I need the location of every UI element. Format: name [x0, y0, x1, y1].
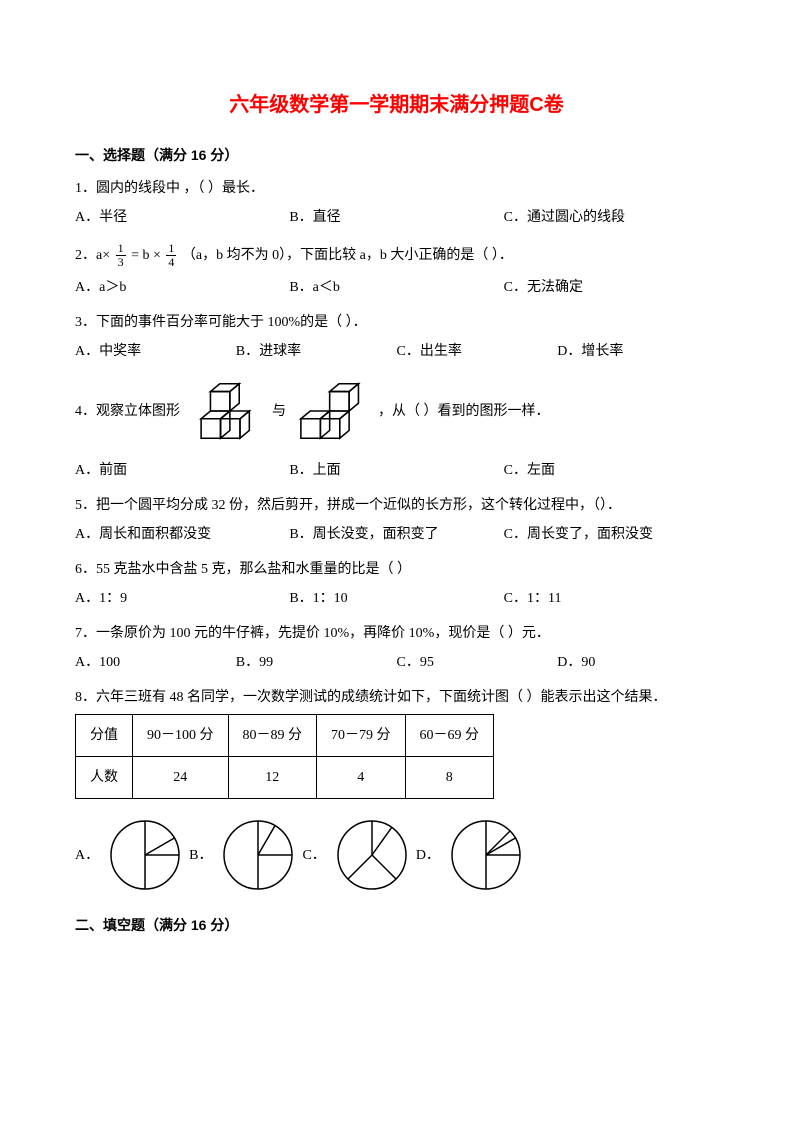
q7-opt-d: D．90	[557, 652, 718, 673]
q8-opt-c-label: C．	[302, 845, 325, 866]
q5-opt-a: A．周长和面积都没变	[75, 524, 289, 545]
table-row: 人数 24 12 4 8	[76, 757, 494, 799]
q3-opt-b: B．进球率	[236, 341, 397, 362]
q2-opt-c: C．无法确定	[504, 277, 718, 298]
q4-opt-a: A．前面	[75, 460, 289, 481]
q4-options: A．前面 B．上面 C．左面	[75, 460, 718, 481]
q2-mid: = b ×	[131, 248, 161, 263]
cube-figure-a	[186, 376, 266, 446]
q3-opt-d: D．增长率	[557, 341, 718, 362]
q4-opt-b: B．上面	[289, 460, 503, 481]
q8-options: A． B． C． D．	[75, 815, 718, 895]
q6-opt-c: C．1：11	[504, 588, 718, 609]
q1-opt-a: A．半径	[75, 207, 289, 228]
frac-den: 3	[116, 256, 126, 269]
question-7: 7．一条原价为 100 元的牛仔裤，先提价 10%，再降价 10%，现价是（ ）…	[75, 623, 718, 673]
question-8: 8．六年三班有 48 名同学，一次数学测试的成绩统计如下，下面统计图（ ）能表示…	[75, 687, 718, 895]
q6-options: A．1：9 B．1：10 C．1：11	[75, 588, 718, 609]
q6-opt-a: A．1：9	[75, 588, 289, 609]
pie-chart-a	[105, 815, 185, 895]
question-4: 4．观察立体图形 与	[75, 376, 718, 481]
q5-opt-c: C．周长变了，面积没变	[504, 524, 718, 545]
question-2: 2．a× 1 3 = b × 1 4 （a，b 均不为 0），下面比较 a，b …	[75, 242, 718, 298]
q2-opt-a: A．a＞b	[75, 277, 289, 298]
q7-opt-a: A．100	[75, 652, 236, 673]
frac-den: 4	[166, 256, 176, 269]
q5-text: 5．把一个圆平均分成 32 份，然后剪开，拼成一个近似的长方形，这个转化过程中，…	[75, 495, 718, 516]
section-2-head: 二、填空题（满分 16 分）	[75, 915, 718, 936]
th-col: 60－69 分	[405, 715, 494, 757]
q2-options: A．a＞b B．a＜b C．无法确定	[75, 277, 718, 298]
question-3: 3．下面的事件百分率可能大于 100%的是（ ）． A．中奖率 B．进球率 C．…	[75, 312, 718, 362]
q8-opt-a-label: A．	[75, 845, 99, 866]
pie-chart-d	[446, 815, 526, 895]
q1-opt-c: C．通过圆心的线段	[504, 207, 718, 228]
question-6: 6．55 克盐水中含盐 5 克，那么盐和水重量的比是（ ） A．1：9 B．1：…	[75, 559, 718, 609]
frac-num: 1	[116, 242, 126, 256]
q6-opt-b: B．1：10	[289, 588, 503, 609]
q5-opt-b: B．周长没变，面积变了	[289, 524, 503, 545]
frac-num: 1	[166, 242, 176, 256]
q1-options: A．半径 B．直径 C．通过圆心的线段	[75, 207, 718, 228]
q3-options: A．中奖率 B．进球率 C．出生率 D．增长率	[75, 341, 718, 362]
q5-options: A．周长和面积都没变 B．周长没变，面积变了 C．周长变了，面积没变	[75, 524, 718, 545]
q3-text: 3．下面的事件百分率可能大于 100%的是（ ）．	[75, 312, 718, 333]
fraction-1-3: 1 3	[116, 242, 126, 269]
q7-options: A．100 B．99 C．95 D．90	[75, 652, 718, 673]
q4-opt-c: C．左面	[504, 460, 718, 481]
q1-opt-b: B．直径	[289, 207, 503, 228]
th-col: 90－100 分	[133, 715, 229, 757]
pie-chart-b	[218, 815, 298, 895]
cube-figure-b	[292, 376, 372, 446]
q8-opt-b-label: B．	[189, 845, 212, 866]
q4-line: 4．观察立体图形 与	[75, 376, 718, 446]
q4-mid: 与	[272, 401, 286, 422]
q3-opt-a: A．中奖率	[75, 341, 236, 362]
q1-text: 1．圆内的线段中 ，（ ）最长．	[75, 178, 718, 199]
section-1-head: 一、选择题（满分 16 分）	[75, 145, 718, 166]
question-1: 1．圆内的线段中 ，（ ）最长． A．半径 B．直径 C．通过圆心的线段	[75, 178, 718, 228]
th-col: 70－79 分	[317, 715, 406, 757]
q6-text: 6．55 克盐水中含盐 5 克，那么盐和水重量的比是（ ）	[75, 559, 718, 580]
th-col: 80－89 分	[228, 715, 317, 757]
q8-opt-d-label: D．	[416, 845, 440, 866]
page-title: 六年级数学第一学期期末满分押题C卷	[75, 90, 718, 120]
pie-chart-c	[332, 815, 412, 895]
q4-pre: 4．观察立体图形	[75, 401, 180, 422]
question-5: 5．把一个圆平均分成 32 份，然后剪开，拼成一个近似的长方形，这个转化过程中，…	[75, 495, 718, 545]
td-val: 8	[405, 757, 494, 799]
q7-opt-b: B．99	[236, 652, 397, 673]
score-table: 分值 90－100 分 80－89 分 70－79 分 60－69 分 人数 2…	[75, 714, 494, 799]
q2-pre: 2．a×	[75, 248, 110, 263]
fraction-1-4: 1 4	[166, 242, 176, 269]
td-label: 人数	[76, 757, 133, 799]
q8-text: 8．六年三班有 48 名同学，一次数学测试的成绩统计如下，下面统计图（ ）能表示…	[75, 687, 718, 708]
q2-post: （a，b 均不为 0），下面比较 a，b 大小正确的是（ ）．	[182, 248, 513, 263]
q2-opt-b: B．a＜b	[289, 277, 503, 298]
td-val: 12	[228, 757, 317, 799]
td-val: 4	[317, 757, 406, 799]
td-val: 24	[133, 757, 229, 799]
q7-opt-c: C．95	[397, 652, 558, 673]
th-label: 分值	[76, 715, 133, 757]
q7-text: 7．一条原价为 100 元的牛仔裤，先提价 10%，再降价 10%，现价是（ ）…	[75, 623, 718, 644]
q3-opt-c: C．出生率	[397, 341, 558, 362]
table-row: 分值 90－100 分 80－89 分 70－79 分 60－69 分	[76, 715, 494, 757]
q2-text: 2．a× 1 3 = b × 1 4 （a，b 均不为 0），下面比较 a，b …	[75, 242, 718, 269]
q4-post: ，从（ ）看到的图形一样．	[378, 401, 550, 422]
